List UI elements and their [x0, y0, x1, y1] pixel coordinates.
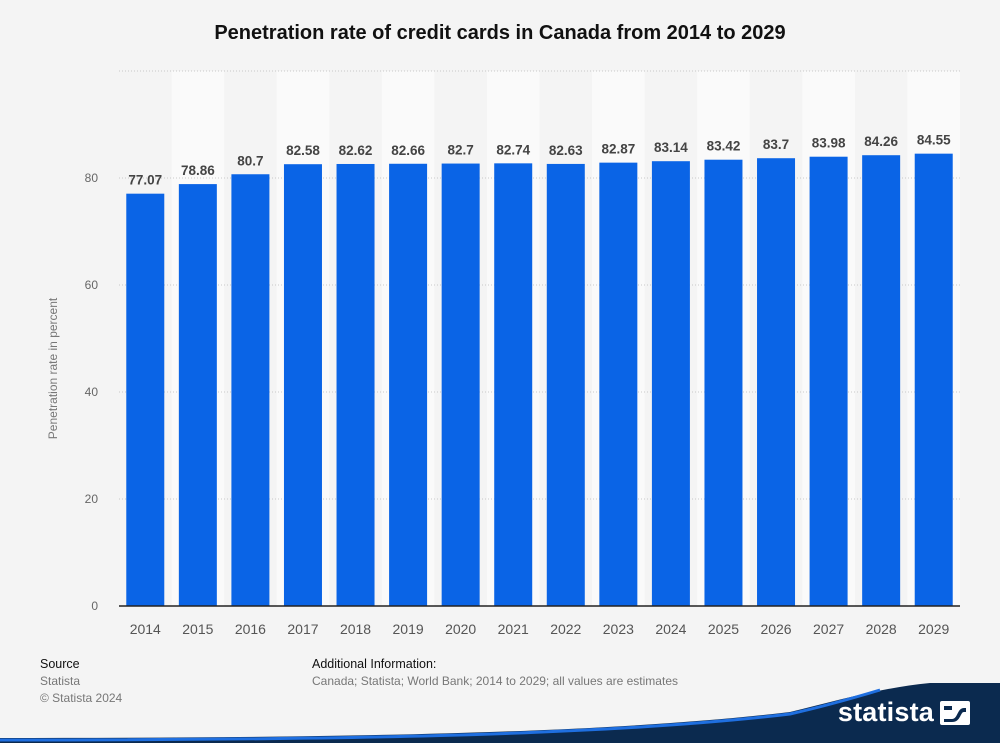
x-tick-label: 2020: [445, 621, 476, 637]
x-tick-label: 2023: [603, 621, 634, 637]
value-label: 83.98: [812, 136, 846, 151]
bar[interactable]: [862, 155, 901, 607]
value-labels: 77.07 78.86 80.7 82.58 82.62 82.66 82.7 82.74 82…: [128, 133, 951, 188]
x-tick-label: 2015: [182, 621, 213, 637]
bar[interactable]: [389, 163, 428, 607]
value-label: 82.62: [339, 143, 373, 158]
value-label: 82.7: [448, 143, 474, 158]
value-label: 77.07: [128, 173, 162, 188]
x-tick-label: 2017: [287, 621, 318, 637]
value-label: 83.14: [654, 140, 688, 155]
additional-info-heading: Additional Information:: [312, 657, 437, 671]
x-tick-label: 2018: [340, 621, 371, 637]
bar[interactable]: [914, 153, 953, 606]
bar[interactable]: [231, 174, 270, 606]
additional-info-block: Additional Information: Canada; Statista…: [312, 656, 678, 690]
bar[interactable]: [757, 158, 796, 606]
bar[interactable]: [336, 163, 375, 606]
source-block: Source Statista © Statista 2024: [40, 656, 122, 707]
y-axis-ticks: 0 20 40 60 80: [85, 171, 99, 613]
additional-info-text: Canada; Statista; World Bank; 2014 to 20…: [312, 674, 678, 688]
copyright: © Statista 2024: [40, 691, 123, 705]
y-tick-label: 80: [85, 171, 99, 185]
bar[interactable]: [494, 163, 533, 606]
bar[interactable]: [651, 161, 690, 607]
bar[interactable]: [178, 184, 217, 606]
x-tick-label: 2028: [866, 621, 897, 637]
y-tick-label: 40: [85, 385, 99, 399]
value-label: 78.86: [181, 163, 215, 178]
y-tick-label: 20: [85, 492, 99, 506]
bars: [126, 153, 953, 607]
value-label: 82.74: [496, 142, 530, 157]
bar[interactable]: [126, 193, 165, 606]
banner-shape: [0, 683, 1000, 743]
x-tick-label: 2029: [918, 621, 949, 637]
y-tick-label: 60: [85, 278, 99, 292]
statista-logo[interactable]: statista: [838, 697, 970, 728]
value-label: 82.66: [391, 143, 425, 158]
bar[interactable]: [283, 164, 322, 606]
gridlines: [119, 70, 960, 500]
source-heading: Source: [40, 657, 80, 671]
x-tick-label: 2016: [235, 621, 266, 637]
bar[interactable]: [704, 159, 743, 606]
x-tick-label: 2026: [760, 621, 791, 637]
x-tick-label: 2019: [393, 621, 424, 637]
x-tick-label: 2025: [708, 621, 739, 637]
chart-title: Penetration rate of credit cards in Cana…: [214, 22, 786, 44]
value-label: 82.58: [286, 143, 320, 158]
value-label: 80.7: [237, 153, 263, 168]
value-label: 84.55: [917, 133, 951, 148]
bar[interactable]: [809, 156, 848, 606]
x-tick-label: 2024: [655, 621, 686, 637]
brand-name: statista: [837, 697, 934, 727]
bar[interactable]: [546, 163, 585, 606]
x-tick-label: 2021: [498, 621, 529, 637]
value-label: 83.7: [763, 137, 789, 152]
banner-accent: [0, 688, 881, 742]
value-label: 83.42: [707, 139, 741, 154]
x-axis-ticks: 2014 2015 2016 2017 2018 2019 2020 2021 2022 2023…: [130, 621, 950, 637]
x-tick-label: 2014: [130, 621, 161, 637]
source-name: Statista: [40, 674, 81, 688]
y-axis-label: Penetration rate in percent: [46, 297, 60, 439]
y-tick-label: 0: [91, 599, 98, 613]
value-label: 82.87: [601, 142, 635, 157]
x-tick-label: 2027: [813, 621, 844, 637]
bar[interactable]: [599, 162, 638, 606]
bar[interactable]: [441, 163, 480, 606]
value-label: 84.26: [864, 134, 898, 149]
x-tick-label: 2022: [550, 621, 581, 637]
value-label: 82.63: [549, 143, 583, 158]
statista-logo-icon: [940, 700, 970, 725]
